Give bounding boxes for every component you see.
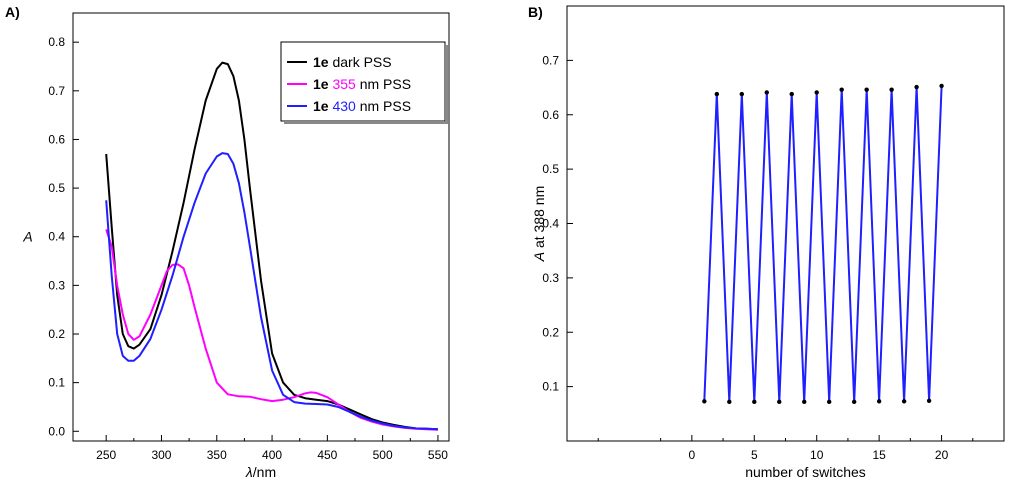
x-tick-label-b: 5 — [751, 448, 758, 462]
legend-box — [280, 41, 446, 122]
data-point — [851, 399, 857, 405]
panel-b: B) 0 5 10 15 20 0.1 0.2 0.3 0.4 0.5 0.6 0.7 number of… — [528, 4, 1005, 480]
data-point — [714, 91, 720, 97]
y-tick-label-b: 0.3 — [542, 271, 559, 285]
x-axis-label-unit: /nm — [253, 464, 276, 480]
y-tick-label-a: 0.7 — [48, 84, 65, 98]
data-point — [739, 91, 744, 97]
data-point — [802, 399, 807, 405]
x-tick-label-a: 450 — [317, 448, 337, 462]
legend-entry-3: 1e 430 nm PSS — [313, 98, 411, 114]
y-tick-label-a: 0.8 — [48, 35, 65, 49]
data-point — [777, 399, 782, 405]
y-tick-label-a: 0.1 — [48, 376, 65, 390]
x-tick-label-b: 20 — [935, 448, 949, 462]
series-line-2 — [105, 229, 438, 431]
legend-shadow-right — [445, 45, 448, 124]
data-point — [727, 399, 732, 405]
x-tick-label-a: 550 — [428, 448, 448, 462]
legend-wavelength: 355 — [332, 76, 356, 92]
panel-label-b: B) — [528, 4, 543, 20]
data-point — [752, 399, 757, 405]
data-point — [914, 84, 919, 90]
data-point — [789, 91, 794, 97]
data-point — [814, 90, 819, 95]
x-tick-label-a: 350 — [207, 448, 227, 462]
y-tick-label-b: 0.5 — [542, 162, 559, 176]
y-tick-label-a: 0.3 — [48, 278, 65, 292]
y-axis-label-b: A at 388 nm — [531, 186, 547, 263]
data-point — [939, 83, 944, 89]
x-tick-label-b: 15 — [872, 448, 886, 462]
data-point — [889, 87, 894, 92]
data-point — [827, 399, 832, 405]
legend-entry-1: 1e dark PSS — [313, 54, 392, 70]
x-tick-label-a: 250 — [96, 448, 116, 462]
legend-text: nm PSS — [360, 76, 411, 92]
y-axis-label-rest: at 388 nm — [531, 186, 547, 252]
y-tick-label-b: 0.6 — [542, 108, 559, 122]
y-axis-label-symbol: A — [531, 252, 547, 262]
data-point — [864, 87, 869, 92]
switching-line — [703, 85, 943, 403]
legend-text: nm PSS — [360, 98, 411, 114]
y-tick-label-a: 0.5 — [48, 181, 65, 195]
data-point — [926, 398, 932, 403]
legend-shadow-bottom — [284, 121, 448, 124]
legend-entry-2: 1e 355 nm PSS — [313, 76, 411, 92]
x-axis-label-symbol: λ — [245, 464, 253, 480]
panel-a: A) 250 300 350 400 450 500 550 0.0 0.1 0.2 0.3 0.4 0.… — [5, 4, 450, 480]
y-tick-label-b: 0.1 — [542, 380, 559, 394]
y-tick-label-a: 0.4 — [48, 230, 65, 244]
panel-label-a: A) — [5, 4, 20, 20]
series-line-3 — [105, 152, 438, 431]
x-tick-label-a: 400 — [262, 448, 282, 462]
legend-compound: 1e — [313, 98, 329, 114]
legend-wavelength: 430 — [332, 98, 356, 114]
data-point — [901, 399, 907, 404]
data-point — [764, 90, 769, 95]
x-tick-label-b: 0 — [689, 448, 696, 462]
x-tick-label-a: 500 — [373, 448, 393, 462]
y-axis-label-a: A — [22, 229, 32, 245]
legend-compound: 1e — [313, 76, 329, 92]
x-axis-label-a: λ/nm — [245, 464, 276, 480]
plot-frame-a — [72, 12, 450, 442]
series-line-1 — [105, 61, 438, 431]
y-tick-label-a: 0.6 — [48, 132, 65, 146]
data-point — [876, 399, 882, 404]
x-tick-label-a: 300 — [151, 448, 171, 462]
legend-text: dark PSS — [332, 54, 391, 70]
y-tick-label-a: 0.2 — [48, 327, 65, 341]
y-tick-label-b: 0.2 — [542, 325, 559, 339]
y-tick-label-b: 0.4 — [542, 217, 559, 231]
x-tick-label-b: 10 — [810, 448, 824, 462]
legend-compound: 1e — [313, 54, 329, 70]
data-point — [839, 87, 844, 92]
data-point — [702, 399, 707, 404]
x-axis-label-b: number of switches — [745, 464, 866, 480]
y-tick-label-b: 0.7 — [542, 53, 559, 67]
y-tick-label-a: 0.0 — [48, 424, 65, 438]
